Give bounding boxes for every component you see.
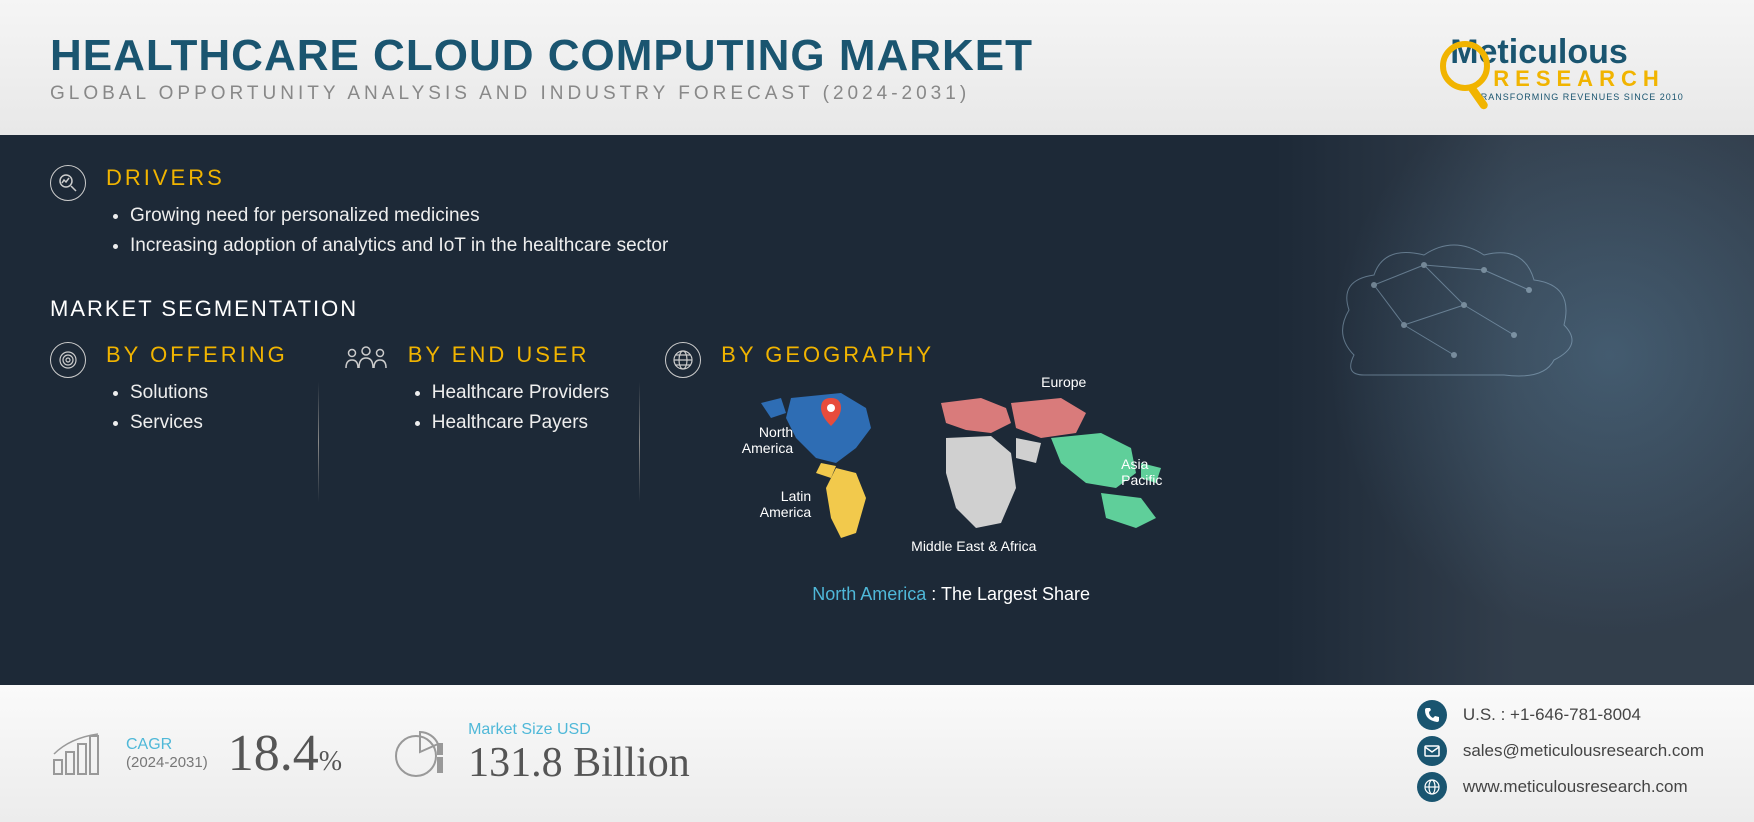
main-content: DRIVERS Growing need for personalized me… — [0, 135, 1754, 685]
driver-item: Increasing adoption of analytics and IoT… — [130, 231, 668, 261]
contact-phone-text: U.S. : +1-646-781-8004 — [1463, 705, 1641, 725]
globe-icon — [665, 342, 701, 378]
offering-list: Solutions Services — [106, 378, 288, 439]
enduser-list: Healthcare Providers Healthcare Payers — [408, 378, 609, 439]
highlight-note: : The Largest Share — [931, 584, 1090, 604]
contact-website-text: www.meticulousresearch.com — [1463, 777, 1688, 797]
cagr-label: CAGR — [126, 736, 208, 754]
vertical-divider — [318, 382, 319, 502]
magnifier-icon — [1440, 41, 1490, 91]
drivers-content: DRIVERS Growing need for personalized me… — [106, 165, 668, 262]
list-item: Healthcare Providers — [432, 378, 609, 408]
footer-bar: CAGR (2024-2031) 18.4% Market Size USD 1… — [0, 685, 1754, 822]
enduser-column: BY END USER Healthcare Providers Healthc… — [344, 342, 639, 439]
logo-main-text: Meticulous — [1450, 33, 1628, 72]
logo-tagline: TRANSFORMING REVENUES SINCE 2010 — [1454, 92, 1704, 102]
drivers-heading: DRIVERS — [106, 165, 668, 191]
offering-column: BY OFFERING Solutions Services — [50, 342, 318, 439]
world-map: North America Europe Latin America Middl… — [721, 378, 1181, 578]
market-size-value: 131.8 Billion — [468, 739, 690, 787]
brand-logo: Meticulous RESEARCH TRANSFORMING REVENUE… — [1374, 33, 1704, 102]
list-item: Healthcare Payers — [432, 408, 609, 438]
report-subtitle: GLOBAL OPPORTUNITY ANALYSIS AND INDUSTRY… — [50, 83, 1374, 105]
header-left: HEALTHCARE CLOUD COMPUTING MARKET GLOBAL… — [50, 31, 1374, 105]
report-title: HEALTHCARE CLOUD COMPUTING MARKET — [50, 31, 1374, 81]
list-item: Services — [130, 408, 288, 438]
drivers-list: Growing need for personalized medicines … — [106, 201, 668, 262]
europe-shape — [941, 398, 1086, 438]
geography-title: BY GEOGRAPHY — [721, 342, 1181, 368]
map-svg — [721, 378, 1181, 548]
enduser-title: BY END USER — [408, 342, 609, 368]
cloud-network-icon — [1314, 235, 1594, 415]
contact-phone: U.S. : +1-646-781-8004 — [1417, 700, 1704, 730]
email-icon — [1417, 736, 1447, 766]
contact-email: sales@meticulousresearch.com — [1417, 736, 1704, 766]
region-label: North America — [733, 424, 793, 456]
contact-email-text: sales@meticulousresearch.com — [1463, 741, 1704, 761]
region-label: Latin America — [751, 488, 811, 520]
market-size-block: Market Size USD 131.8 Billion — [392, 721, 690, 787]
phone-icon — [1417, 700, 1447, 730]
latin-america-shape — [816, 463, 866, 538]
cagr-value: 18.4% — [228, 724, 342, 783]
analytics-icon — [50, 165, 86, 201]
people-icon — [344, 342, 388, 370]
mea-shape — [946, 436, 1041, 528]
vertical-divider — [639, 382, 640, 502]
region-label: Europe — [1041, 374, 1086, 390]
cagr-period: (2024-2031) — [126, 754, 208, 771]
pie-chart-icon — [392, 726, 448, 782]
cagr-block: CAGR (2024-2031) 18.4% — [50, 724, 342, 783]
market-size-label: Market Size USD — [468, 721, 690, 739]
region-label: Middle East & Africa — [911, 538, 1036, 554]
geography-highlight: North America : The Largest Share — [721, 584, 1181, 605]
list-item: Solutions — [130, 378, 288, 408]
region-label: Asia Pacific — [1121, 456, 1171, 488]
highlight-region: North America — [812, 584, 926, 604]
offering-title: BY OFFERING — [106, 342, 288, 368]
web-icon — [1417, 772, 1447, 802]
header-bar: HEALTHCARE CLOUD COMPUTING MARKET GLOBAL… — [0, 0, 1754, 135]
geography-column: BY GEOGRAPHY — [665, 342, 1205, 605]
contact-website: www.meticulousresearch.com — [1417, 772, 1704, 802]
target-icon — [50, 342, 86, 378]
driver-item: Growing need for personalized medicines — [130, 201, 668, 231]
contact-block: U.S. : +1-646-781-8004 sales@meticulousr… — [1417, 700, 1704, 808]
bar-chart-icon — [50, 730, 106, 778]
